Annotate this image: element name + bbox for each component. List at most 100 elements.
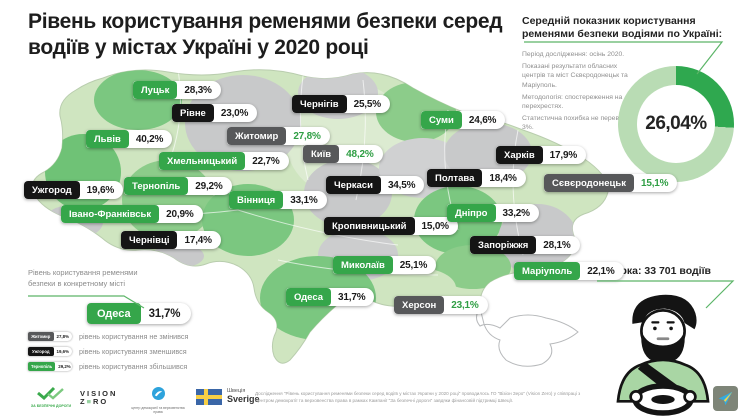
city-name: Житомир xyxy=(227,127,287,145)
city-name: Хмельницький xyxy=(159,152,246,170)
city-value: 24,6% xyxy=(468,114,497,126)
city-label-7: Ужгород 19,6% xyxy=(24,181,124,199)
city-name: Чернігів xyxy=(292,95,347,113)
city-value: 17,4% xyxy=(184,234,212,246)
city-value: 27,8% xyxy=(293,130,321,142)
city-value: 29,2% xyxy=(195,180,223,192)
footer: ЗА БЕЗПЕЧНІ ДОРОГИ VISION Z≡RO центр дем… xyxy=(0,382,740,416)
vision-zero-logo: VISION Z≡RO xyxy=(80,390,117,405)
city-label-15: Полтава 18,4% xyxy=(427,169,526,187)
city-label-10: Вінниця 33,1% xyxy=(229,191,327,209)
legend-row-nochange: Житомир 27,8% рівень користування не зміни… xyxy=(28,331,188,341)
vision-zero-line1: VISION xyxy=(80,389,118,398)
double-checkmark-icon xyxy=(37,386,64,401)
city-value: 22,7% xyxy=(252,155,280,167)
city-value: 23,0% xyxy=(220,107,249,119)
note-method: Методологія: спостереження на перехрестя… xyxy=(522,93,623,110)
sweden-logo: Швеція Sverige xyxy=(196,389,260,405)
city-label-23: Одеса 31,7% xyxy=(286,288,375,306)
city-value: 17,9% xyxy=(549,149,578,161)
city-name: Суми xyxy=(421,111,462,129)
city-label-14: Харків 17,9% xyxy=(496,146,587,164)
legend-mini-label: Житомир 27,8% xyxy=(28,331,72,341)
city-label-24: Херсон 23,1% xyxy=(394,296,488,314)
city-name: Луцьк xyxy=(133,81,178,99)
city-name: Івано-Франківськ xyxy=(61,205,160,223)
footer-disclaimer: Дослідження "Рівень користування ременям… xyxy=(255,391,581,403)
city-value: 25,5% xyxy=(353,98,382,110)
city-label-20: Запоріжжя 28,1% xyxy=(470,236,580,254)
city-value: 33,2% xyxy=(502,207,531,219)
city-value: 33,1% xyxy=(290,194,318,206)
legend-title: Рівень користування ременями безпеки в к… xyxy=(28,268,138,288)
average-value: 26,04% xyxy=(645,113,707,134)
legend-row-increase: Тернопіль 29,2% рівень користування збільш… xyxy=(28,361,188,371)
legend-row-text: рівень користування не змінився xyxy=(79,331,189,341)
legend-rows: Житомир 27,8% рівень користування не зміни… xyxy=(28,331,188,376)
city-name: Запоріжжя xyxy=(470,236,537,254)
city-value: 40,2% xyxy=(135,133,164,145)
city-label-9: Чернівці 17,4% xyxy=(121,231,221,249)
legend-mini-city: Житомир xyxy=(28,331,54,341)
city-value: 31,7% xyxy=(338,291,366,303)
legend-mini-value: 29,2% xyxy=(58,363,71,369)
city-label-21: Миколаїв 25,1% xyxy=(333,256,437,274)
city-name: Харків xyxy=(496,146,543,164)
road-safety-logo: ЗА БЕЗПЕЧНІ ДОРОГИ xyxy=(28,386,74,408)
city-name: Кропивницький xyxy=(324,217,415,235)
city-label-5: Хмельницький 22,7% xyxy=(159,152,289,170)
legend-mini-city: Ужгород xyxy=(28,346,54,356)
city-name: Львів xyxy=(86,130,129,148)
road-safety-logo-text: ЗА БЕЗПЕЧНІ ДОРОГИ xyxy=(30,404,72,408)
city-label-12: Суми 24,6% xyxy=(421,111,506,129)
city-value: 18,4% xyxy=(489,172,517,184)
city-name: Ужгород xyxy=(24,181,80,199)
page-title-line1: Рівень користування ременями безпеки сер… xyxy=(28,10,503,33)
city-name: Вінниця xyxy=(229,191,284,209)
city-value: 19,6% xyxy=(86,184,115,196)
sweden-label-uk: Швеція xyxy=(227,388,246,395)
city-label-2: Рівне 23,0% xyxy=(172,104,258,122)
legend-mini-value: 27,8% xyxy=(56,333,69,339)
city-label-18: Кропивницький 15,0% xyxy=(324,217,458,235)
sweden-flag-icon xyxy=(196,389,222,405)
cedem-circle-icon xyxy=(151,387,165,400)
driver-with-seatbelt-illustration xyxy=(616,294,710,416)
cedem-logo-text: центр демократії та верховенства права xyxy=(131,406,185,415)
note-error: Статистична похибка не перевищує 3%. xyxy=(522,115,636,132)
city-name: Миколаїв xyxy=(333,256,393,274)
sample-size: Вибірка: 33 701 водіїв xyxy=(597,265,711,277)
city-value: 28,1% xyxy=(543,239,571,251)
city-name: Дніпро xyxy=(447,204,496,222)
city-label-4: Львів 40,2% xyxy=(86,130,173,148)
city-label-22: Маріуполь 22,1% xyxy=(514,262,624,280)
city-label-11: Чернігів 25,5% xyxy=(292,95,390,113)
page-title: Рівень користування ременями безпеки сер… xyxy=(28,9,528,60)
legend-row-text: рівень користування збільшився xyxy=(79,361,188,371)
city-value: 15,1% xyxy=(640,177,669,189)
city-label-6: Тернопіль 29,2% xyxy=(124,177,232,195)
city-label-19: Дніпро 33,2% xyxy=(447,204,539,222)
cedem-logo: центр демократії та верховенства права xyxy=(130,387,186,414)
city-value: 34,5% xyxy=(387,179,416,191)
city-name: Чернівці xyxy=(121,231,178,249)
telegram-icon[interactable] xyxy=(713,386,738,411)
legend-example-value: 31,7% xyxy=(148,307,181,320)
city-label-1: Луцьк 28,3% xyxy=(133,81,221,99)
vision-zero-line2: Z≡RO xyxy=(80,396,109,406)
city-name: Полтава xyxy=(427,169,483,187)
legend-row-text: рівень користування зменшився xyxy=(79,346,187,356)
legend-mini-value: 19,6% xyxy=(56,348,69,354)
city-name: Рівне xyxy=(172,104,214,122)
legend-mini-label: Ужгород 19,6% xyxy=(28,346,72,356)
city-label-13: Київ 48,2% xyxy=(303,145,383,163)
paper-plane-icon xyxy=(718,391,733,406)
city-name: Київ xyxy=(303,145,340,163)
city-label-16: Черкаси 34,5% xyxy=(326,176,425,194)
average-heading: Середній показник користування ременями … xyxy=(522,15,723,41)
city-name: Сєвєродонецьк xyxy=(544,174,634,192)
city-name: Черкаси xyxy=(326,176,381,194)
city-label-17: Сєвєродонецьк 15,1% xyxy=(544,174,678,192)
city-name: Херсон xyxy=(394,296,445,314)
